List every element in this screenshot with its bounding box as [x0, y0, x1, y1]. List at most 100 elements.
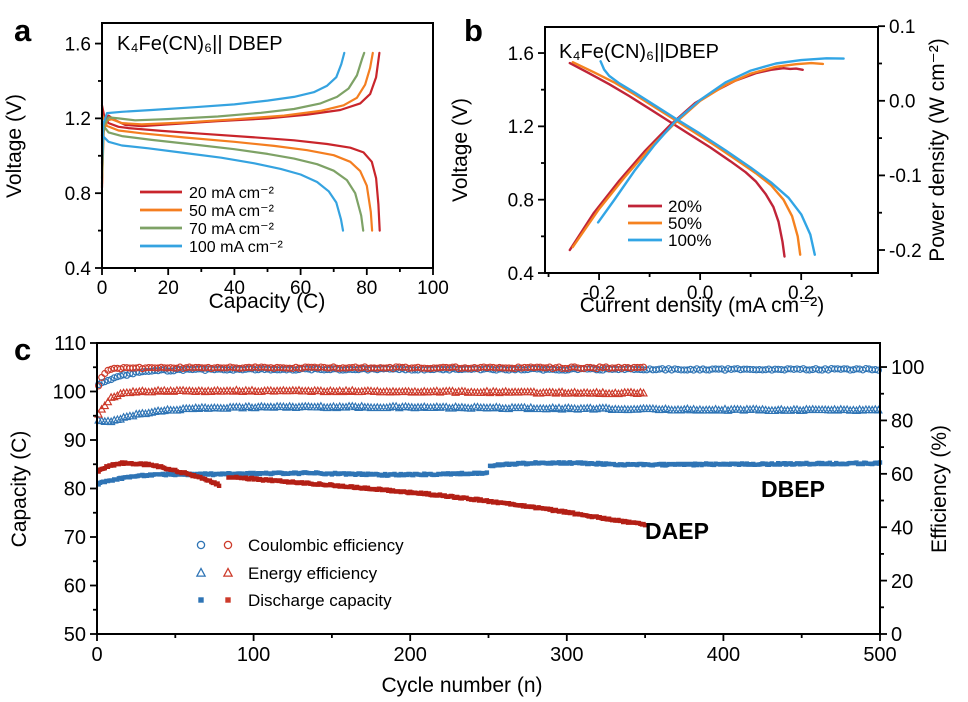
y-tick-label: 1.2: [508, 117, 534, 138]
panel-a-title: K₄Fe(CN)₆|| DBEP: [117, 33, 283, 55]
x-tick-label: 0.0: [687, 283, 713, 304]
charge-curve-70-mA-cm-2: [100, 51, 366, 180]
series-discharge-capacity-dbep: [96, 460, 883, 487]
x-tick-label: 400: [707, 644, 740, 666]
legend-label: Energy efficiency: [248, 564, 378, 583]
panel-c-y2axis-label: Efficiency (%): [928, 425, 951, 553]
annotation-daep: DAEP: [645, 518, 709, 544]
x-tick-label: 20: [158, 278, 179, 299]
panel-a-tick-labels: 0 20 40 60 80 100 0.4 0.8 1.2 1.6: [65, 34, 449, 299]
x-tick-label: 80: [356, 278, 377, 299]
y-tick-label: 80: [64, 479, 86, 501]
legend-label: 70 mA cm⁻²: [189, 221, 275, 238]
y2-tick-label: 0: [891, 624, 902, 646]
legend-label: 100%: [668, 231, 711, 250]
square-legend-marker-icon: [198, 597, 204, 603]
series-coulombic-efficiency-dbep: [95, 365, 882, 388]
circle-legend-marker-icon: [223, 540, 233, 550]
series-energy-efficiency-daep: [94, 385, 648, 418]
x-tick-label: 100: [417, 278, 449, 299]
x-tick-label: 40: [224, 278, 245, 299]
voltage-curve-20%: [568, 61, 786, 258]
y2-tick-label: 80: [891, 411, 913, 433]
y-tick-label: 0.8: [508, 191, 534, 212]
y2-tick-label: 0.1: [889, 17, 915, 38]
x-tick-label: 0: [97, 278, 108, 299]
panel-a-chart: 0 20 40 60 80 100 0.4 0.8 1.2 1.6 20 mA cm⁻²50 mA …: [65, 22, 449, 299]
power-curve-100%: [596, 57, 845, 224]
y-tick-label: 1.6: [65, 34, 91, 55]
y2-tick-label: 20: [891, 571, 913, 593]
legend-label: 50%: [668, 214, 702, 233]
series-energy-efficiency-dbep: [94, 401, 883, 426]
x-tick-label: 0.2: [788, 283, 814, 304]
x-tick-label: 100: [237, 644, 270, 666]
x-tick-label: 300: [550, 644, 583, 666]
x-tick-label: 200: [394, 644, 427, 666]
panel-b-ticks: [538, 25, 885, 280]
discharge-curve-100-mA-cm-2: [100, 134, 345, 232]
y-tick-label: 70: [64, 527, 86, 549]
panel-b-letter: b: [464, 13, 483, 48]
y-tick-label: 0.4: [65, 259, 92, 280]
y2-tick-label: 0.0: [889, 92, 915, 113]
panel-b-y2axis-label: Power density (W cm⁻²): [926, 38, 949, 261]
panel-b-title: K₄Fe(CN)₆||DBEP: [559, 41, 719, 63]
series-discharge-capacity-daep: [96, 460, 648, 528]
panel-b-frame: [544, 26, 879, 274]
charge-curve-100-mA-cm-2: [100, 51, 346, 165]
x-tick-label: -0.2: [583, 283, 616, 304]
legend-label: 50 mA cm⁻²: [189, 203, 275, 220]
triangle-legend-marker-icon: [222, 567, 234, 577]
panel-b-yaxis-label: Voltage (V): [449, 98, 472, 202]
panel-b-xaxis-label: Current density (mA cm⁻²): [580, 294, 824, 317]
power-curve-50%: [571, 61, 825, 249]
y-tick-label: 110: [54, 333, 86, 355]
y-tick-label: 1.6: [508, 44, 534, 65]
panel-c-legend: Coulombic efficiency Energy efficiency Dis…: [195, 536, 404, 610]
y-tick-label: 0.8: [65, 184, 91, 205]
y2-tick-label: 60: [891, 464, 913, 486]
y-tick-label: 50: [64, 624, 86, 646]
annotation-dbep: DBEP: [761, 476, 825, 502]
legend-label: 100 mA cm⁻²: [189, 239, 283, 256]
y-tick-label: 0.4: [508, 264, 535, 285]
panel-c-tick-labels: 0 100 200 300 400 500 50 60 70 80 90 100 110 0 20 40 60 8…: [53, 333, 925, 666]
y-tick-label: 90: [64, 430, 86, 452]
legend-label: Discharge capacity: [248, 591, 392, 610]
series-coulombic-efficiency-daep: [95, 363, 648, 390]
panel-a-letter: a: [14, 13, 32, 48]
panel-c-xaxis-label: Cycle number (n): [381, 674, 542, 697]
y-tick-label: 60: [64, 576, 86, 598]
panel-c-yaxis-label: Capacity (C): [8, 431, 31, 548]
x-tick-label: 60: [290, 278, 311, 299]
x-tick-label: 0: [91, 644, 102, 666]
panel-c-chart: 0 100 200 300 400 500 50 60 70 80 90 100 110 0 20 40 60 8…: [53, 333, 925, 666]
generated-chart-layers: 0 20 40 60 80 100 0.4 0.8 1.2 1.6 20 mA cm⁻²50 mA …: [53, 17, 925, 666]
discharge-curve-20-mA-cm-2: [100, 104, 381, 232]
legend-label: 20%: [668, 197, 702, 216]
y2-tick-label: -0.2: [889, 241, 922, 262]
triangle-legend-marker-icon: [195, 567, 207, 577]
y2-tick-label: -0.1: [889, 166, 922, 187]
discharge-curve-50-mA-cm-2: [100, 113, 374, 232]
panel-b-legend: 20%50%100%: [628, 197, 711, 250]
panel-a-xaxis-label: Capacity (C): [209, 290, 326, 313]
panel-c-ticks: [90, 342, 887, 641]
circle-legend-marker-icon: [196, 540, 206, 550]
square-legend-marker-icon: [225, 597, 231, 603]
legend-label: Coulombic efficiency: [248, 536, 404, 555]
panel-a-ticks: [95, 42, 434, 275]
x-tick-label: 500: [863, 644, 896, 666]
voltage-curve-50%: [571, 61, 802, 256]
panel-c-letter: c: [14, 332, 31, 367]
panel-a-yaxis-label: Voltage (V): [3, 94, 26, 198]
panel-b-tick-labels: -0.2 0.0 0.2 0.4 0.8 1.2 1.6 0.1 0.0 -0.1 -0.2: [508, 17, 922, 304]
y2-tick-label: 40: [891, 517, 913, 539]
charge-curve-50-mA-cm-2: [100, 51, 374, 185]
y-tick-label: 1.2: [65, 109, 91, 130]
y-tick-label: 100: [53, 382, 86, 404]
